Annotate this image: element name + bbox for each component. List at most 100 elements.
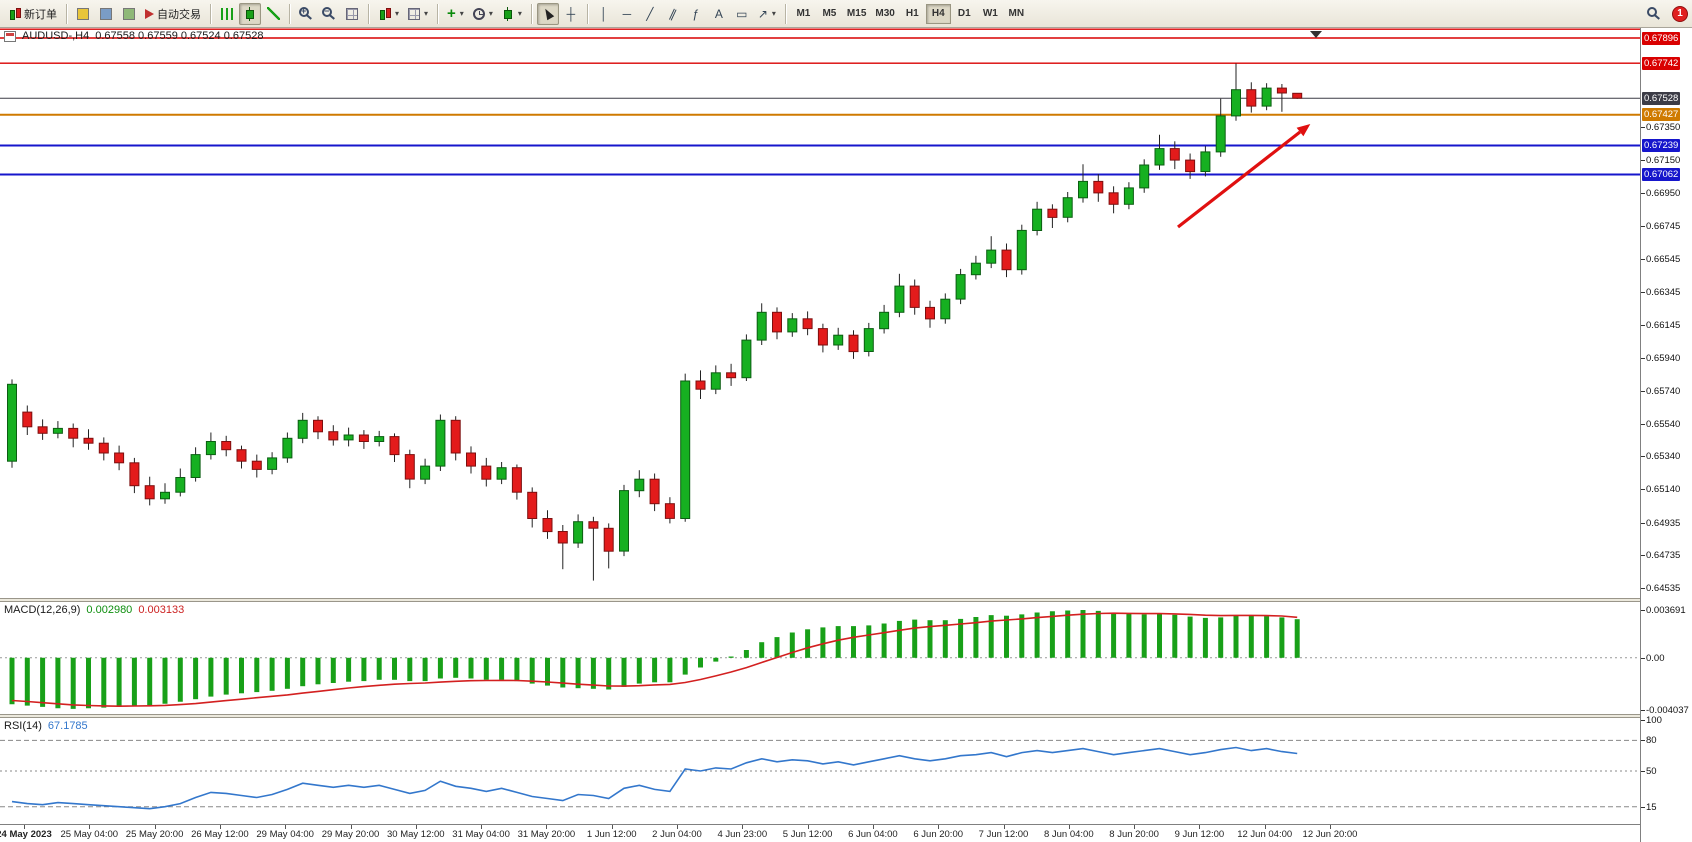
time-axis-label: 8 Jun 20:00 [1109, 829, 1159, 840]
candle-down [313, 419, 323, 433]
templates-button[interactable]: ▾ [498, 3, 526, 25]
time-axis-label: 31 May 20:00 [517, 829, 576, 840]
trend-arrow[interactable] [1177, 130, 1301, 229]
price-level-badge: 0.67062 [1642, 168, 1681, 181]
notification-badge[interactable]: 1 [1672, 5, 1688, 22]
time-axis-label: 31 May 04:00 [452, 829, 510, 840]
price-scale[interactable]: 0.67350 0.67150 0.66950 0.66745 0.66545 0.663… [1640, 28, 1692, 842]
axis-tick [1641, 771, 1645, 772]
main-chart-pane[interactable]: AUDUSD-,H4 0.67558 0.67559 0.67524 0.675… [0, 28, 1640, 598]
axis-tick [1641, 423, 1645, 425]
time-axis-label: 29 May 04:00 [256, 829, 314, 840]
price-axis-label: 0.66745 [1646, 221, 1681, 233]
candle-down [1185, 159, 1196, 173]
text-icon: A [714, 6, 723, 21]
chart-shift-marker-icon[interactable] [1310, 31, 1322, 38]
time-axis-label: 24 May 2023 [0, 829, 52, 840]
bar-chart-button[interactable] [216, 3, 238, 25]
tf-h4-button[interactable]: H4 [925, 3, 951, 24]
tf-m30-button[interactable]: M30 [871, 4, 898, 24]
label-button[interactable]: ▭ [731, 3, 753, 25]
candle-down [511, 467, 522, 493]
indicators-button[interactable]: + ▾ [443, 3, 468, 25]
candle-up [1215, 115, 1226, 153]
macd-main-value: 0.002980 [86, 604, 133, 616]
tf-h1-button[interactable]: H1 [900, 4, 925, 24]
dropdown-caret-icon: ▾ [459, 9, 464, 18]
tf-mn-button[interactable]: MN [1004, 4, 1029, 24]
autotrading-button[interactable]: 自动交易 [141, 3, 205, 25]
trendline-button[interactable]: ╱ [639, 3, 661, 25]
chart-window-button[interactable] [72, 3, 94, 25]
market-watch-button[interactable] [118, 3, 140, 25]
zoom-in-button[interactable] [295, 3, 317, 25]
time-axis-tick [611, 825, 613, 829]
channel-icon: ∥ [667, 5, 679, 22]
cursor-button[interactable] [536, 2, 559, 25]
new-chart-button[interactable]: ▾ [374, 3, 403, 25]
vertical-line-button[interactable]: │ [593, 3, 615, 25]
tile-windows-button[interactable] [341, 3, 363, 25]
axis-tick [1641, 226, 1645, 228]
toolbar-separator [437, 3, 439, 24]
label-icon: ▭ [736, 6, 748, 21]
tf-m15-button[interactable]: M15 [843, 4, 870, 24]
crosshair-icon: ┼ [566, 6, 576, 21]
shapes-button[interactable]: ↗ ▾ [754, 3, 780, 25]
macd-pane[interactable]: MACD(12,26,9) 0.002980 0.003133 [0, 602, 1640, 714]
candle-down [542, 518, 553, 533]
rsi-axis-label: 100 [1646, 715, 1662, 726]
macd-signal-value: 0.003133 [138, 604, 185, 616]
candle-down [129, 462, 140, 487]
time-axis-label: 25 May 20:00 [125, 829, 184, 840]
macd-name: MACD(12,26,9) [4, 604, 81, 616]
pane-splitter-rsi[interactable] [0, 714, 1640, 718]
channel-button[interactable]: ∥ [662, 3, 684, 25]
time-axis[interactable]: 24 May 2023 25 May 04:00 25 May 20:00 26 Ma… [0, 824, 1640, 842]
candle-down [603, 527, 614, 552]
tf-m15-button-label: M15 [846, 8, 867, 19]
crosshair-button[interactable]: ┼ [560, 3, 582, 25]
candle-up [756, 311, 767, 341]
new-order-button[interactable]: 新订单 [4, 3, 61, 25]
tf-d1-button[interactable]: D1 [952, 4, 977, 24]
periods-button[interactable]: ▾ [469, 3, 497, 25]
time-axis-tick [1264, 825, 1266, 829]
rsi-pane[interactable]: RSI(14) 67.1785 [0, 718, 1640, 824]
data-window-button[interactable] [95, 3, 117, 25]
tf-m1-button[interactable]: M1 [791, 4, 816, 24]
zoom-out-button[interactable] [318, 3, 340, 25]
candle-down [68, 427, 79, 439]
zoom-out-icon [322, 7, 332, 17]
price-axis-label: 0.65140 [1646, 484, 1681, 495]
horizontal-line-button[interactable]: ─ [616, 3, 638, 25]
line-chart-button[interactable] [262, 3, 284, 25]
pane-splitter-macd[interactable] [0, 598, 1640, 602]
candle-down [726, 372, 737, 379]
candle-down [466, 452, 476, 467]
rsi-name: RSI(14) [4, 720, 42, 732]
candle-up [1016, 229, 1027, 271]
candle-down [114, 452, 125, 464]
tf-m5-button[interactable]: M5 [817, 4, 842, 24]
chart-area: AUDUSD-,H4 0.67558 0.67559 0.67524 0.675… [0, 28, 1692, 842]
profiles-button[interactable]: ▾ [404, 3, 432, 25]
vertical-line-icon: │ [600, 6, 608, 21]
tf-w1-button[interactable]: W1 [978, 4, 1003, 24]
candle-up [435, 419, 446, 467]
search-button[interactable] [1643, 3, 1665, 25]
text-button[interactable]: A [708, 3, 730, 25]
tf-mn-button-label: MN [1008, 8, 1025, 19]
candlestick-chart-button[interactable] [239, 2, 261, 25]
price-axis-label: 0.64935 [1646, 517, 1681, 529]
time-axis-label: 4 Jun 23:00 [717, 829, 768, 840]
fibonacci-button[interactable]: ƒ [685, 3, 707, 25]
template-icon [502, 6, 514, 21]
rsi-line [11, 746, 1298, 810]
candle-down [251, 460, 262, 470]
fibonacci-icon: ƒ [692, 6, 700, 21]
price-axis-label: 0.65540 [1646, 418, 1681, 430]
candle-up [741, 339, 752, 379]
axis-tick [1641, 806, 1645, 808]
